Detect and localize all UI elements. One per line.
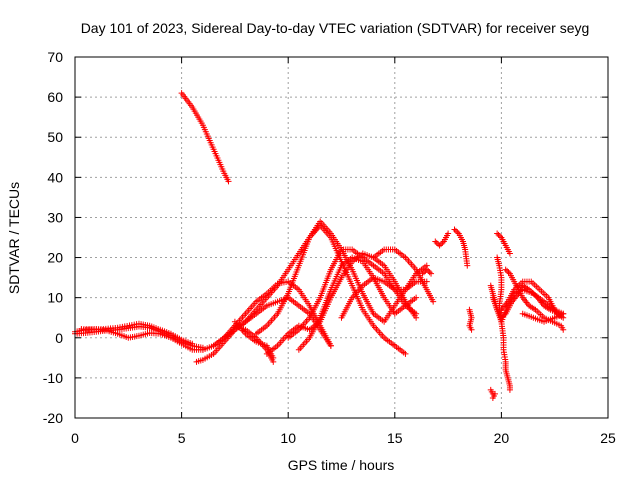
data-point [496, 233, 503, 240]
series-arc-23 [494, 230, 513, 257]
y-axis-title: SDTVAR / TECUs [6, 182, 22, 294]
data-point [504, 267, 511, 274]
plot-frame [74, 56, 609, 419]
x-tick-label: 10 [280, 430, 296, 446]
series-arc-4 [178, 90, 232, 185]
axis-ticks: 0 5 10 15 20 25 -20 -10 0 10 20 30 40 50 60 70 [43, 49, 616, 446]
y-tick-label: -20 [43, 410, 63, 426]
data-point [413, 310, 420, 317]
y-tick-label: -10 [43, 370, 63, 386]
series-arc-25 [502, 266, 567, 333]
x-axis-title: GPS time / hours [288, 457, 395, 473]
data-point [413, 294, 420, 301]
y-tick-label: 50 [47, 129, 63, 145]
series-arc-20 [487, 386, 499, 401]
data-point [439, 239, 446, 246]
data-point [419, 270, 426, 277]
data-point [489, 394, 496, 401]
data-point [454, 229, 461, 236]
series-arc-19 [466, 306, 475, 333]
x-tick-label: 5 [178, 430, 186, 446]
series-arc-13 [295, 254, 420, 353]
series-arc-27 [519, 310, 567, 325]
data-point [225, 178, 232, 185]
series-arc-26 [498, 278, 567, 321]
series-arc-16 [419, 266, 435, 277]
data-point [445, 230, 452, 237]
data-point [464, 262, 471, 269]
data-point [402, 350, 409, 357]
y-tick-label: 20 [47, 250, 63, 266]
x-tick-label: 0 [71, 430, 79, 446]
x-tick-label: 15 [387, 430, 403, 446]
data-point [494, 230, 501, 237]
data-point [189, 340, 196, 347]
series-arc-17 [432, 230, 452, 249]
data-point [423, 266, 430, 273]
chart-title: Day 101 of 2023, Sidereal Day-to-day VTE… [81, 20, 590, 36]
data-point [430, 298, 437, 305]
y-tick-label: 60 [47, 89, 63, 105]
data-point [426, 269, 433, 276]
series-arc-3 [78, 320, 196, 347]
data-point [433, 239, 440, 246]
y-tick-label: 40 [47, 169, 63, 185]
data-point [502, 266, 509, 273]
y-tick-label: 10 [47, 290, 63, 306]
series-arc-10 [253, 218, 430, 337]
series-arc-24 [494, 254, 513, 393]
series-arc-15 [370, 246, 437, 305]
data-point [428, 270, 435, 277]
data-point [270, 354, 277, 361]
data-point [506, 250, 513, 257]
data-point [506, 386, 513, 393]
data-points [72, 90, 567, 401]
y-tick-label: 70 [47, 49, 63, 65]
data-point [505, 269, 512, 276]
data-point [451, 226, 458, 233]
data-point [436, 242, 443, 249]
series-arc-12 [285, 246, 420, 341]
data-point [420, 269, 427, 276]
data-point [495, 231, 502, 238]
data-point [452, 227, 459, 234]
data-point [560, 310, 567, 317]
data-point [327, 342, 334, 349]
data-point [432, 238, 439, 245]
x-tick-label: 25 [600, 430, 616, 446]
y-tick-label: 0 [55, 330, 63, 346]
data-point [468, 326, 475, 333]
x-tick-label: 20 [494, 430, 510, 446]
data-point [437, 241, 444, 248]
y-tick-label: 30 [47, 209, 63, 225]
data-point [425, 267, 432, 274]
series-arc-18 [451, 226, 471, 269]
series-arc-14 [338, 274, 430, 321]
data-point [560, 326, 567, 333]
